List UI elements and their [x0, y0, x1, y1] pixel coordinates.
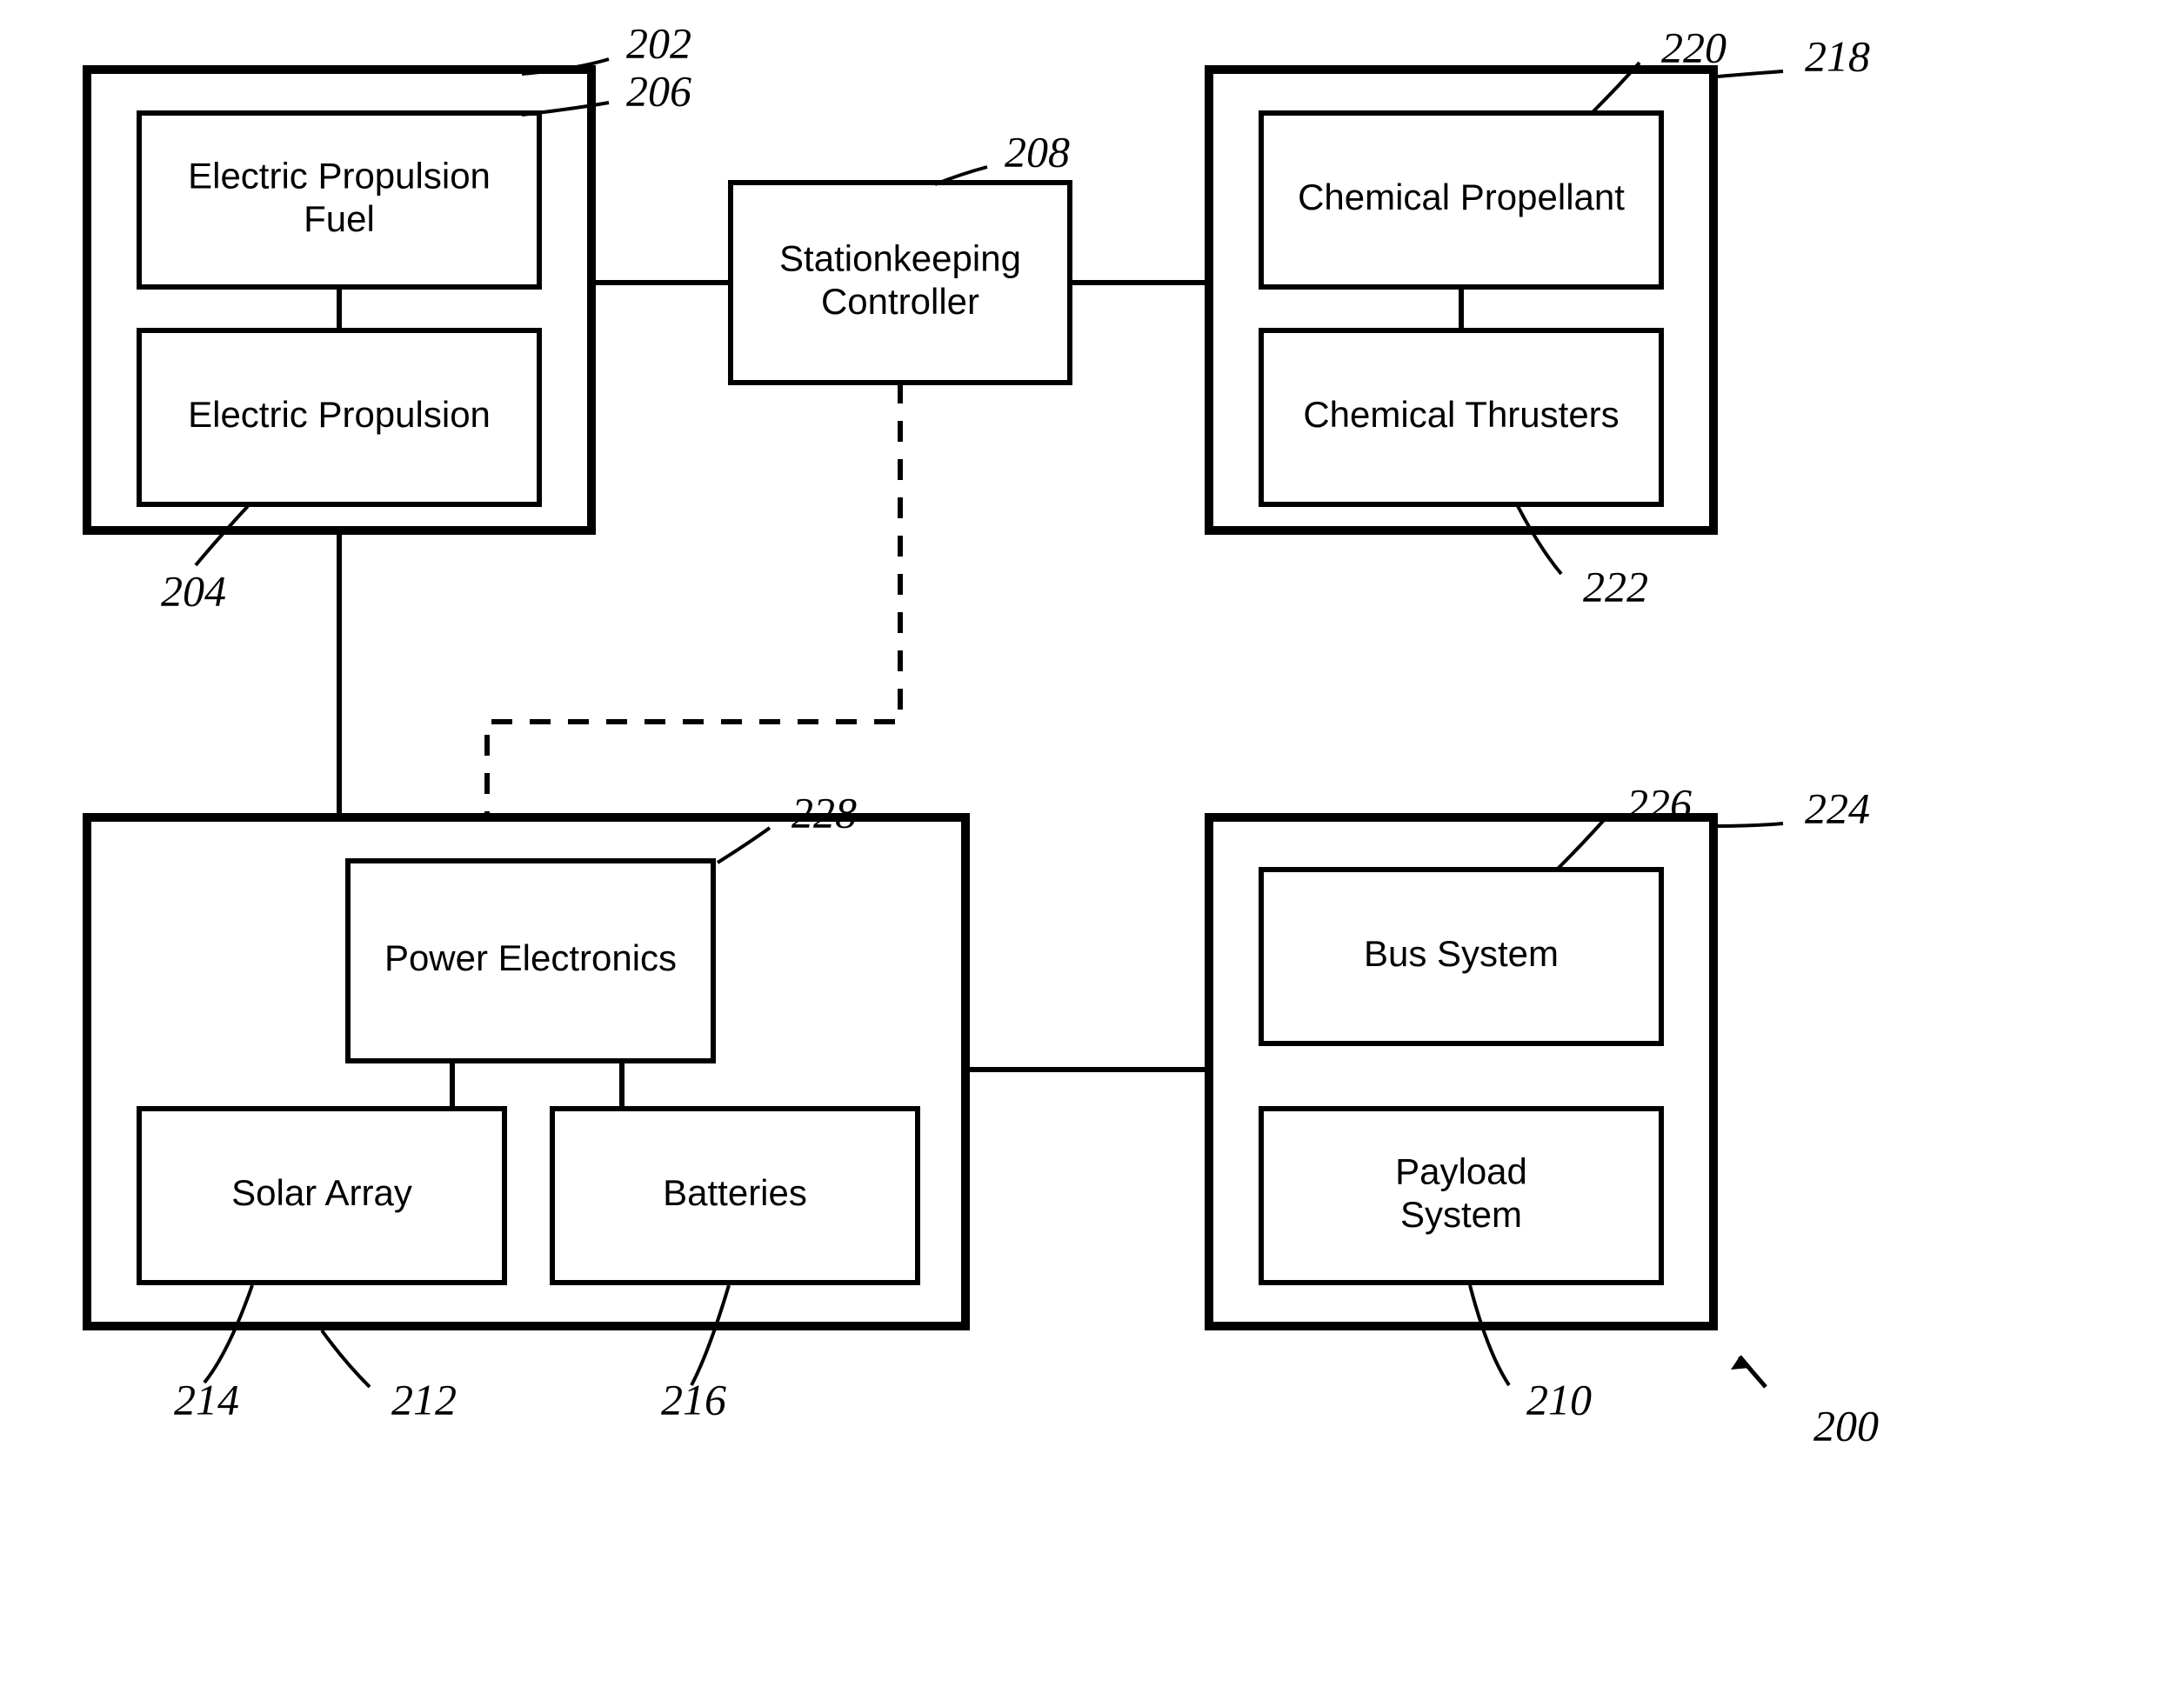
ref-leader — [1718, 71, 1783, 77]
ref-leader — [322, 1330, 370, 1387]
node-label: System — [1400, 1194, 1522, 1235]
ref-number: 202 — [626, 18, 691, 67]
ref-number: 222 — [1583, 562, 1648, 610]
ref-number: 224 — [1805, 783, 1870, 832]
ref-number: 214 — [174, 1375, 239, 1423]
ref-number: 206 — [626, 66, 691, 115]
ref-leader — [1718, 823, 1783, 826]
ref-number: 216 — [661, 1375, 726, 1423]
node-label: Stationkeeping — [779, 237, 1021, 278]
ref-number: 218 — [1805, 31, 1870, 80]
figure-ref-number: 200 — [1813, 1401, 1879, 1450]
node-label: Controller — [821, 281, 979, 322]
ref-number: 210 — [1526, 1375, 1592, 1423]
ref-number: 208 — [1005, 127, 1070, 176]
node-label: Power Electronics — [384, 937, 677, 978]
node-label: Batteries — [663, 1172, 807, 1213]
ref-number: 228 — [791, 788, 857, 837]
block-diagram: Electric PropulsionFuelElectric Propulsi… — [0, 0, 2184, 1700]
node-label: Fuel — [304, 198, 375, 239]
ref-number: 204 — [161, 566, 226, 615]
node-label: Chemical Propellant — [1298, 177, 1625, 217]
node-label: Solar Array — [231, 1172, 412, 1213]
ref-number: 220 — [1661, 23, 1726, 71]
ref-number: 212 — [391, 1375, 457, 1423]
node-label: Chemical Thrusters — [1303, 394, 1619, 435]
node-label: Payload — [1395, 1150, 1527, 1191]
node-label: Electric Propulsion — [188, 155, 491, 196]
node-label: Bus System — [1364, 933, 1559, 974]
node-label: Electric Propulsion — [188, 394, 491, 435]
ref-number: 226 — [1626, 779, 1692, 828]
